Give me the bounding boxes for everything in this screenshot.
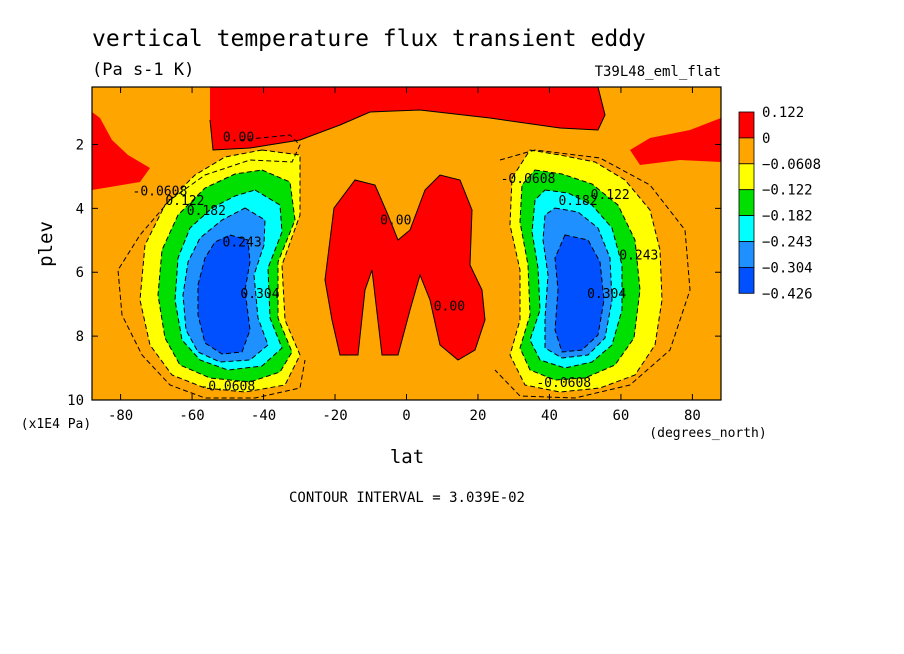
y-axis: 2 4 6 8 10 bbox=[67, 137, 721, 409]
contour-labels: 0.000.000.000.00-0.06080.1220.1820.2430.… bbox=[133, 76, 659, 394]
chart-title: vertical temperature flux transient eddy bbox=[92, 26, 646, 52]
left-lobe-core bbox=[198, 235, 250, 354]
colorbar-swatch bbox=[738, 266, 755, 294]
y-tick-label: 6 bbox=[76, 265, 84, 281]
colorbar-swatch bbox=[738, 241, 755, 268]
x-tick-label: 20 bbox=[470, 408, 487, 424]
x-axis: -80 -60 -40 -20 0 20 40 60 80 bbox=[108, 87, 701, 424]
plot-area: 0.000.000.000.00-0.06080.1220.1820.2430.… bbox=[92, 76, 721, 400]
colorbar-swatch bbox=[738, 163, 755, 191]
x-tick-label: 80 bbox=[684, 408, 701, 424]
contour-interval-note: CONTOUR INTERVAL = 3.039E-02 bbox=[289, 490, 525, 506]
x-tick-label: -40 bbox=[251, 408, 276, 424]
colorbar-level-label: −0.304 bbox=[762, 260, 813, 276]
red-region-center bbox=[325, 175, 485, 360]
contour-label: -0.0608 bbox=[200, 379, 255, 394]
chart-units: (Pa s-1 K) bbox=[92, 60, 194, 80]
contour-label: 0.00 bbox=[223, 130, 254, 145]
contour-label: 0.00 bbox=[559, 76, 590, 91]
x-tick-label: 40 bbox=[541, 408, 558, 424]
x-axis-units: (degrees_north) bbox=[649, 426, 766, 441]
y-tick-label: 4 bbox=[76, 201, 84, 217]
red-region-left-edge bbox=[92, 112, 150, 190]
colorbar-swatch bbox=[738, 189, 755, 216]
colorbar-level-label: −0.426 bbox=[762, 286, 813, 302]
red-region-top bbox=[210, 87, 605, 150]
contour-label: 0.00 bbox=[380, 213, 411, 228]
contour-label: 0.122 bbox=[165, 194, 204, 209]
colorbar-swatch bbox=[738, 137, 755, 165]
x-tick-label: -60 bbox=[179, 408, 204, 424]
x-tick-label: -20 bbox=[322, 408, 347, 424]
colorbar-level-label: 0 bbox=[762, 131, 770, 147]
x-tick-label: 0 bbox=[402, 408, 410, 424]
colorbar-legend: 0.122 0 −0.0608 −0.122 −0.182 −0.243 −0.304 −0.… bbox=[738, 105, 821, 302]
contour-label: -0.0608 bbox=[501, 172, 556, 187]
contour-label: 0.00 bbox=[434, 300, 465, 315]
contour-label: 0.304 bbox=[240, 287, 279, 302]
contour-label: 0.182 bbox=[187, 204, 226, 219]
colorbar-level-label: −0.182 bbox=[762, 209, 813, 225]
contour-label: 0.243 bbox=[223, 236, 262, 251]
x-tick-label: 60 bbox=[613, 408, 630, 424]
right-lobe-core bbox=[555, 235, 604, 352]
colorbar-swatch bbox=[738, 215, 755, 242]
y-axis-label: plev bbox=[35, 221, 57, 267]
y-tick-label: 2 bbox=[76, 137, 84, 153]
contour-label: -0.0608 bbox=[133, 185, 188, 200]
y-tick-label: 8 bbox=[76, 329, 84, 345]
contour-label: 0.243 bbox=[619, 248, 658, 263]
colorbar-level-label: −0.0608 bbox=[762, 157, 821, 173]
colorbar-swatch bbox=[738, 111, 755, 139]
contour-label: -0.0608 bbox=[536, 376, 591, 391]
colorbar-level-label: −0.122 bbox=[762, 183, 813, 199]
y-tick-label: 10 bbox=[67, 393, 84, 409]
contour-lines bbox=[117, 87, 691, 399]
x-axis-label: lat bbox=[390, 446, 424, 468]
colorbar-level-label: 0.122 bbox=[762, 105, 804, 121]
colorbar-level-label: −0.243 bbox=[762, 235, 813, 251]
contour-label: 0.122 bbox=[591, 188, 630, 203]
dataset-label: T39L48_eml_flat bbox=[595, 64, 721, 80]
x-tick-label: -80 bbox=[108, 408, 133, 424]
red-region-right-edge bbox=[630, 118, 721, 165]
y-axis-units: (x1E4 Pa) bbox=[21, 417, 91, 432]
contour-label: 0.304 bbox=[587, 287, 626, 302]
contour-label: 0.182 bbox=[558, 194, 597, 209]
